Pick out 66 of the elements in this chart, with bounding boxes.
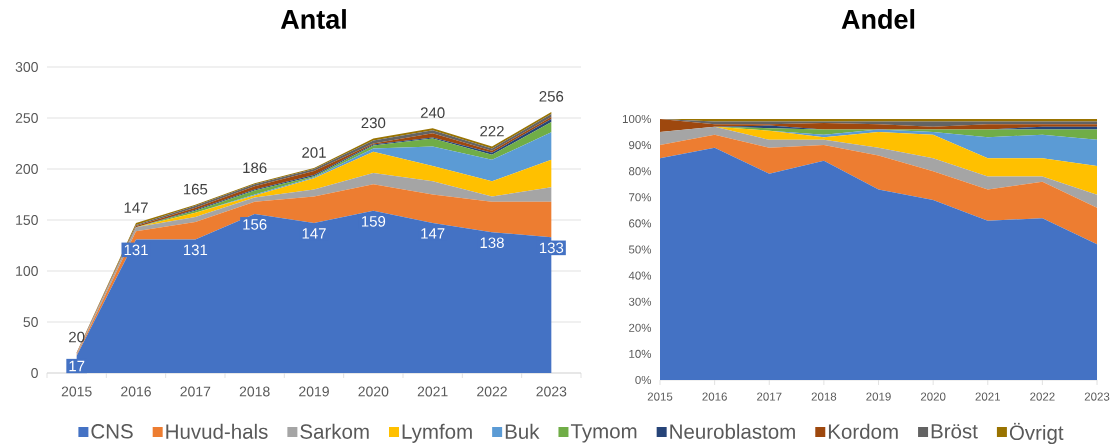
legend-label: Sarkom	[300, 423, 369, 439]
x-tick-label: 2019	[299, 386, 329, 397]
total-label: 186	[243, 162, 267, 174]
chart-title: Andel	[841, 9, 915, 29]
total-label: 230	[361, 117, 386, 129]
x-tick-label: 2021	[417, 386, 448, 397]
data-label: 156	[243, 219, 267, 230]
x-tick-label: 2023	[536, 386, 567, 397]
x-tick-label: 2018	[811, 392, 837, 401]
total-label: 256	[539, 91, 564, 102]
y-tick-label: 70%	[629, 193, 652, 202]
y-tick-label: 50	[23, 317, 38, 327]
y-tick-label: 80%	[628, 167, 652, 176]
x-tick-label: 2016	[121, 386, 151, 397]
data-label: 133	[539, 242, 564, 254]
x-tick-label: 2020	[358, 386, 389, 397]
total-label: 240	[420, 107, 445, 118]
total-label: 147	[124, 202, 148, 213]
y-tick-label: 90%	[628, 141, 652, 150]
data-label: 159	[361, 216, 386, 227]
x-tick-label: 2015	[647, 392, 673, 401]
x-tick-label: 2023	[1084, 392, 1110, 401]
legend-label: Lymfom	[402, 423, 472, 443]
y-tick-label: 100%	[622, 114, 652, 124]
x-tick-label: 2020	[920, 392, 946, 401]
legend-label: Övrigt	[1009, 422, 1064, 444]
y-tick-label: 0	[31, 368, 38, 378]
data-label: 138	[480, 237, 504, 249]
total-label: 20	[69, 331, 85, 343]
x-tick-label: 2018	[239, 386, 270, 397]
y-tick-label: 60%	[629, 219, 652, 228]
y-tick-label: 30%	[628, 297, 652, 306]
y-tick-label: 150	[16, 215, 38, 225]
y-tick-label: 10%	[629, 349, 652, 358]
data-label: 147	[421, 228, 445, 239]
data-label: 131	[124, 244, 148, 256]
legend-label: Tymom	[570, 424, 637, 443]
legend-label: Kordom	[828, 423, 898, 439]
legend-label: Neuroblastom	[670, 423, 795, 439]
total-label: 222	[480, 125, 504, 137]
y-tick-label: 0%	[635, 375, 652, 385]
x-tick-label: 2021	[975, 392, 1000, 401]
x-tick-label: 2017	[180, 386, 211, 397]
y-tick-label: 300	[15, 62, 38, 72]
legend-label: Bröst	[931, 424, 978, 439]
chart-title: Antal	[280, 9, 346, 29]
y-tick-label: 50%	[628, 245, 652, 254]
x-tick-label: 2015	[61, 386, 92, 397]
data-label: 17	[69, 360, 85, 372]
x-tick-label: 2019	[866, 392, 891, 401]
y-tick-label: 250	[15, 113, 38, 123]
data-label: 131	[183, 244, 208, 256]
legend-label: CNS	[91, 424, 133, 439]
x-tick-label: 2022	[477, 386, 507, 397]
data-label: 147	[302, 228, 326, 239]
y-tick-label: 200	[15, 164, 38, 174]
y-tick-label: 100	[16, 266, 38, 276]
x-tick-label: 2017	[757, 392, 782, 401]
total-label: 201	[302, 147, 326, 158]
legend-label: Buk	[505, 423, 540, 439]
y-tick-label: 40%	[628, 271, 652, 280]
y-tick-label: 20%	[629, 323, 652, 332]
total-label: 165	[183, 183, 208, 195]
x-tick-label: 2016	[702, 392, 727, 401]
legend-label: Huvud-hals	[166, 423, 268, 439]
x-tick-label: 2022	[1030, 392, 1055, 401]
